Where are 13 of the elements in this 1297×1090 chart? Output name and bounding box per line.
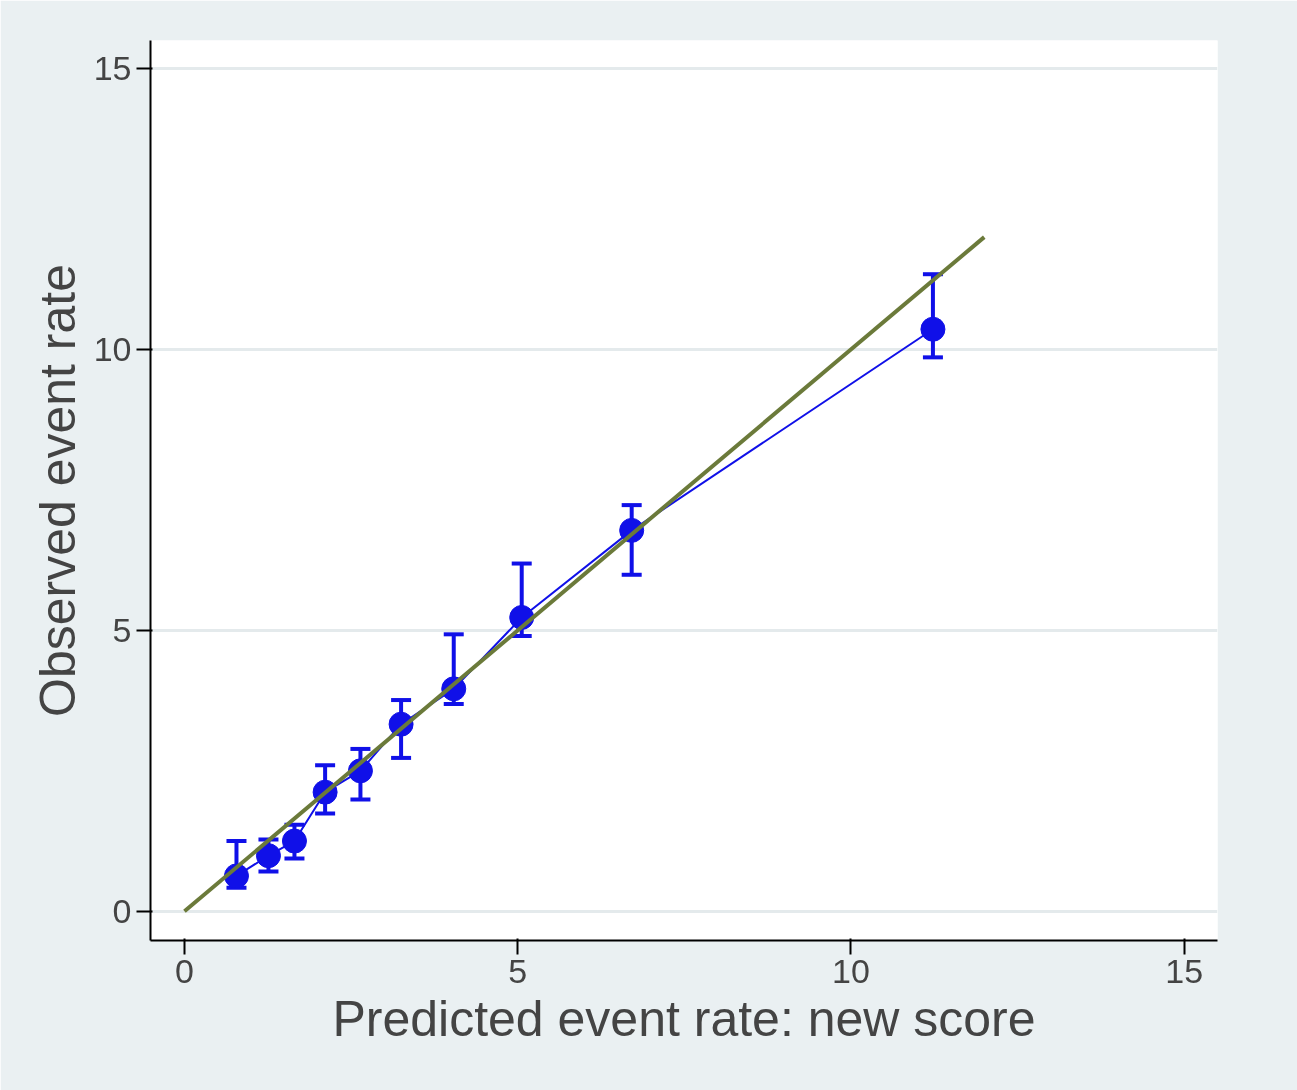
y-axis-title: Observed event rate: [29, 263, 86, 718]
point: [255, 843, 281, 869]
x-tick-label: 5: [508, 951, 528, 990]
y-tick-label: 10: [93, 329, 132, 368]
x-tick-label: 10: [832, 951, 870, 990]
x-axis-title: Predicted event rate: new score: [332, 990, 1036, 1047]
y-tick-label: 15: [93, 49, 132, 88]
x-tick-label: 15: [1165, 951, 1204, 990]
point: [281, 828, 307, 854]
point: [920, 316, 946, 342]
y-tick-label: 5: [112, 610, 132, 649]
y-tick-label: 0: [112, 891, 132, 930]
x-tick-label: 0: [175, 951, 194, 990]
